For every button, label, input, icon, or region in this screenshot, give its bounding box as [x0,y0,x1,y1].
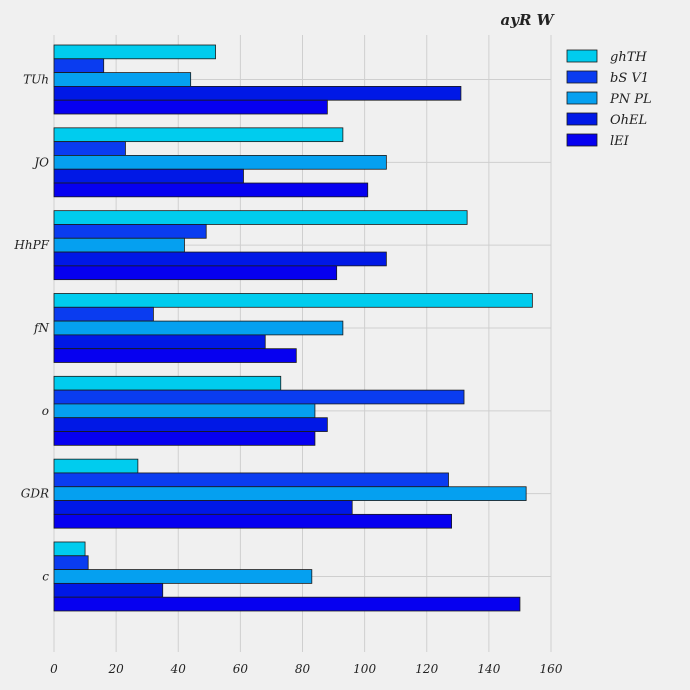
legend-swatch [566,133,598,147]
y-tick-label: GDR [21,487,49,501]
bar-OhEL-o [53,417,328,432]
bar-PN-PL-HhPF [53,237,185,253]
legend-swatch [566,112,598,126]
y-axis-ticks: TUh JO HhPF fN o GDR c [13,73,49,584]
bar-bS-V1-fN [53,306,154,322]
x-tick-label: 100 [353,662,376,676]
legend: ghTH bS V1 PN PL OhEL lEI [566,49,652,149]
x-tick-label: 60 [233,662,249,676]
bar-lEI-c [53,596,521,612]
bar-bS-V1-o [53,389,465,405]
chart-title: ayR W [501,11,556,29]
legend-label: lEI [610,134,630,149]
bar-bS-V1-HhPF [53,224,207,239]
x-tick-label: 40 [170,662,187,676]
bar-lEI-fN [53,348,297,363]
legend-label: OhEL [610,113,647,128]
bar-ghTH-TUh [53,44,216,60]
y-tick-label: c [42,569,49,583]
x-tick-label: 20 [107,662,124,676]
bar-ghTH-fN [53,293,533,308]
bar-OhEL-HhPF [53,251,387,267]
bar-PN-PL-o [53,403,316,419]
x-tick-label: 0 [50,662,58,676]
bar-PN-PL-fN [53,320,344,336]
x-tick-label: 140 [477,662,500,676]
bar-PN-PL-JO [53,155,387,170]
bar-lEI-TUh [53,99,328,115]
bar-OhEL-GDR [53,500,353,515]
bar-ghTH-JO [53,127,344,143]
x-tick-label: 160 [540,662,563,676]
bar-ghTH-HhPF [53,210,468,225]
bar-lEI-o [53,431,316,446]
bar-lEI-JO [53,182,369,198]
bar-PN-PL-c [53,569,313,584]
bar-lEI-HhPF [53,265,338,281]
bar-OhEL-c [53,582,164,598]
bar-bS-V1-c [53,555,89,570]
legend-swatch [566,70,598,84]
bar-bS-V1-TUh [53,58,105,73]
bar-PN-PL-TUh [53,72,192,87]
legend-label: bS V1 [610,71,649,86]
bar-lEI-GDR [53,513,453,529]
y-tick-label: fN [33,321,49,335]
x-tick-label: 80 [295,662,311,676]
bar-bS-V1-GDR [53,472,449,488]
x-tick-label: 120 [415,662,438,676]
legend-swatch [566,49,598,63]
bar-PN-PL-GDR [53,486,527,501]
y-tick-label: o [42,404,49,418]
bar-ghTH-c [53,541,86,557]
y-tick-label: JO [31,155,49,169]
bar-ghTH-GDR [53,458,139,474]
legend-label: ghTH [610,50,647,65]
y-tick-label: HhPF [13,238,49,252]
bar-ghTH-o [53,375,282,391]
y-tick-label: TUh [23,73,49,87]
bar-OhEL-TUh [53,86,462,101]
bar-bS-V1-JO [53,141,126,156]
x-axis-ticks: 0 20 40 60 80 100 120 140 160 [50,662,563,676]
legend-swatch [566,91,598,105]
legend-label: PN PL [609,92,652,107]
bars [53,44,533,612]
bar-OhEL-JO [53,168,244,184]
bar-OhEL-fN [53,334,266,350]
